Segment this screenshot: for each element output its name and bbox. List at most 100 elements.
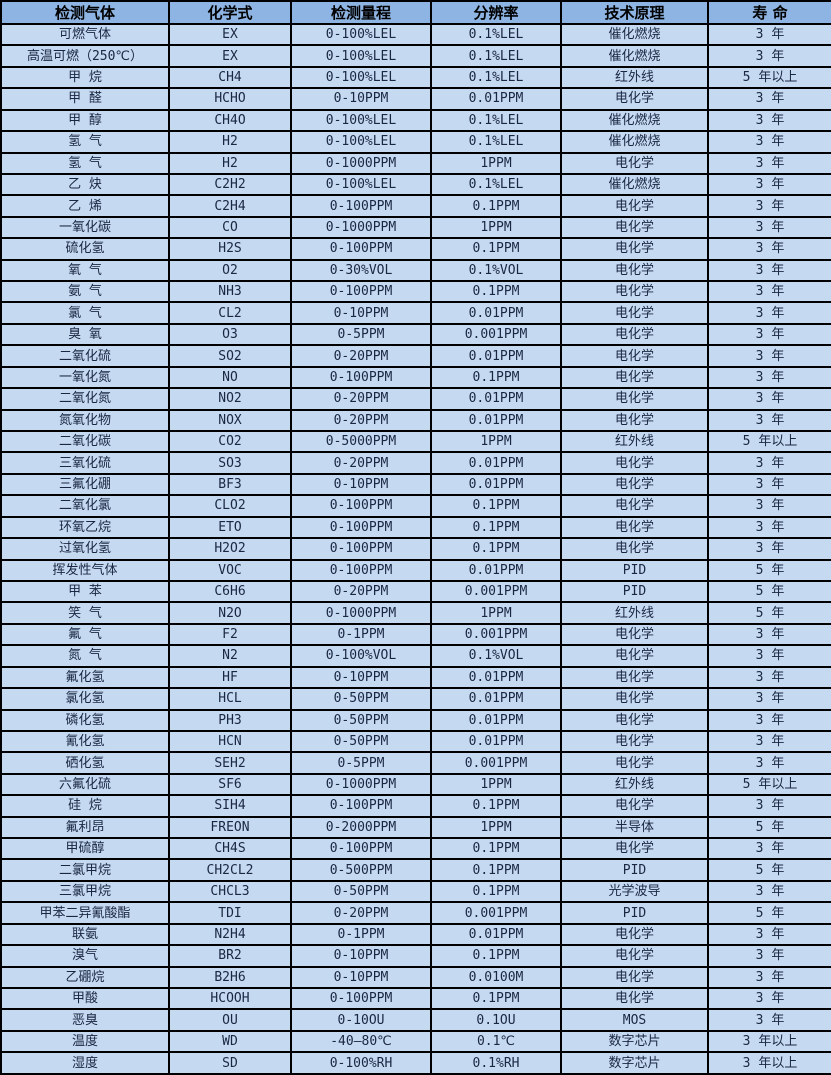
formula-cell: BF3 (168, 472, 292, 497)
principle-cell: 电化学 (560, 729, 709, 754)
table-row: 三氧化硫 SO3 0-20PPM 0.01PPM 电化学 3 年 (0, 451, 831, 475)
formula-cell: CH4 (168, 65, 292, 90)
resolution-cell: 0.01PPM (430, 708, 562, 732)
resolution-cell: 0.1PPM (430, 794, 562, 818)
table-row: 氢 气 H2 0-100%LEL 0.1%LEL 催化燃烧 3 年 (0, 130, 831, 154)
principle-cell: PID (560, 901, 709, 925)
range-cell: 0-20PPM (290, 387, 432, 411)
gas-name-cell: 二氧化碳 (0, 429, 170, 454)
principle-cell: 光学波导 (560, 879, 709, 904)
table-row: 笑 气 N2O 0-1000PPM 1PPM 红外线 5 年 (0, 601, 831, 625)
resolution-cell: 0.01PPM (430, 687, 562, 711)
principle-cell: 电化学 (560, 986, 709, 1011)
lifespan-cell: 3 年以上 (707, 1029, 831, 1054)
principle-cell: 催化燃烧 (560, 130, 709, 154)
lifespan-cell: 5 年 (707, 858, 831, 882)
lifespan-cell: 3 年 (707, 537, 831, 561)
range-cell: 0-100%LEL (290, 172, 432, 197)
range-cell: 0-10PPM (290, 965, 432, 990)
principle-cell: 催化燃烧 (560, 172, 709, 197)
table-row: 氟利昂 FREON 0-2000PPM 1PPM 半导体 5 年 (0, 815, 831, 840)
range-cell: 0-5000PPM (290, 429, 432, 454)
resolution-cell: 0.001PPM (430, 901, 562, 925)
principle-cell: PID (560, 858, 709, 882)
table-row: 二氧化碳 CO2 0-5000PPM 1PPM 红外线 5 年以上 (0, 429, 831, 454)
lifespan-cell: 3 年 (707, 108, 831, 133)
lifespan-cell: 3 年 (707, 130, 831, 154)
gas-name-cell: 甲 醛 (0, 87, 170, 111)
lifespan-cell: 3 年 (707, 965, 831, 990)
gas-name-cell: 过氧化氢 (0, 537, 170, 561)
range-cell: 0-500PPM (290, 858, 432, 882)
principle-cell: 电化学 (560, 151, 709, 175)
gas-name-cell: 笑 气 (0, 601, 170, 625)
principle-cell: 电化学 (560, 322, 709, 347)
formula-cell: N2O (168, 601, 292, 625)
lifespan-cell: 5 年 (707, 815, 831, 840)
column-header-lifespan: 寿 命 (707, 0, 831, 25)
range-cell: 0-20PPM (290, 451, 432, 475)
resolution-cell: 0.01PPM (430, 344, 562, 368)
principle-cell: 电化学 (560, 87, 709, 111)
table-row: 一氧化氮 NO 0-100PPM 0.1PPM 电化学 3 年 (0, 365, 831, 390)
table-row: 乙 烯 C2H4 0-100PPM 0.1PPM 电化学 3 年 (0, 194, 831, 218)
formula-cell: C2H2 (168, 172, 292, 197)
lifespan-cell: 5 年 (707, 558, 831, 582)
formula-cell: HCL (168, 687, 292, 711)
table-row: 二氧化氯 CLO2 0-100PPM 0.1PPM 电化学 3 年 (0, 494, 831, 518)
gas-name-cell: 乙 炔 (0, 172, 170, 197)
resolution-cell: 0.001PPM (430, 322, 562, 347)
resolution-cell: 0.1%LEL (430, 44, 562, 68)
gas-name-cell: 联氨 (0, 922, 170, 947)
resolution-cell: 0.01PPM (430, 558, 562, 582)
table-row: 一氧化碳 CO 0-1000PPM 1PPM 电化学 3 年 (0, 215, 831, 240)
table-row: 氢 气 H2 0-1000PPM 1PPM 电化学 3 年 (0, 151, 831, 175)
table-row: 环氧乙烷 ETO 0-100PPM 0.1PPM 电化学 3 年 (0, 515, 831, 540)
formula-cell: EX (168, 44, 292, 68)
gas-name-cell: 甲 醇 (0, 108, 170, 133)
range-cell: 0-100%LEL (290, 22, 432, 47)
table-row: 甲 醇 CH4O 0-100%LEL 0.1%LEL 催化燃烧 3 年 (0, 108, 831, 133)
table-row: 六氟化硫 SF6 0-1000PPM 1PPM 红外线 5 年以上 (0, 772, 831, 797)
table-row: 臭 氧 O3 0-5PPM 0.001PPM 电化学 3 年 (0, 322, 831, 347)
lifespan-cell: 3 年 (707, 837, 831, 861)
principle-cell: 电化学 (560, 622, 709, 647)
formula-cell: CHCL3 (168, 879, 292, 904)
formula-cell: CH4O (168, 108, 292, 133)
principle-cell: 电化学 (560, 751, 709, 775)
table-row: 磷化氢 PH3 0-50PPM 0.01PPM 电化学 3 年 (0, 708, 831, 732)
resolution-cell: 0.01PPM (430, 451, 562, 475)
principle-cell: 电化学 (560, 408, 709, 433)
lifespan-cell: 3 年 (707, 986, 831, 1011)
lifespan-cell: 3 年 (707, 794, 831, 818)
formula-cell: NOX (168, 408, 292, 433)
range-cell: 0-1PPM (290, 922, 432, 947)
principle-cell: PID (560, 558, 709, 582)
gas-name-cell: 甲 烷 (0, 65, 170, 90)
resolution-cell: 0.1%LEL (430, 65, 562, 90)
lifespan-cell: 3 年 (707, 172, 831, 197)
range-cell: 0-10OU (290, 1008, 432, 1032)
table-row: 氧 气 O2 0-30%VOL 0.1%VOL 电化学 3 年 (0, 258, 831, 283)
table-row: 恶臭 OU 0-10OU 0.1OU MOS 3 年 (0, 1008, 831, 1032)
range-cell: 0-100%VOL (290, 644, 432, 668)
range-cell: 0-2000PPM (290, 815, 432, 840)
principle-cell: 电化学 (560, 665, 709, 690)
resolution-cell: 0.1%RH (430, 1051, 562, 1075)
gas-name-cell: 二氧化硫 (0, 344, 170, 368)
lifespan-cell: 5 年以上 (707, 429, 831, 454)
lifespan-cell: 3 年 (707, 237, 831, 261)
lifespan-cell: 3 年 (707, 258, 831, 283)
table-row: 三氯甲烷 CHCL3 0-50PPM 0.1PPM 光学波导 3 年 (0, 879, 831, 904)
gas-name-cell: 湿度 (0, 1051, 170, 1075)
table-row: 乙硼烷 B2H6 0-10PPM 0.0100M 电化学 3 年 (0, 965, 831, 990)
principle-cell: 电化学 (560, 494, 709, 518)
table-row: 二氧化氮 NO2 0-20PPM 0.01PPM 电化学 3 年 (0, 387, 831, 411)
principle-cell: 红外线 (560, 429, 709, 454)
formula-cell: ETO (168, 515, 292, 540)
formula-cell: BR2 (168, 944, 292, 968)
table-row: 甲硫醇 CH4S 0-100PPM 0.1PPM 电化学 3 年 (0, 837, 831, 861)
lifespan-cell: 3 年 (707, 729, 831, 754)
resolution-cell: 0.01PPM (430, 729, 562, 754)
resolution-cell: 0.001PPM (430, 622, 562, 647)
